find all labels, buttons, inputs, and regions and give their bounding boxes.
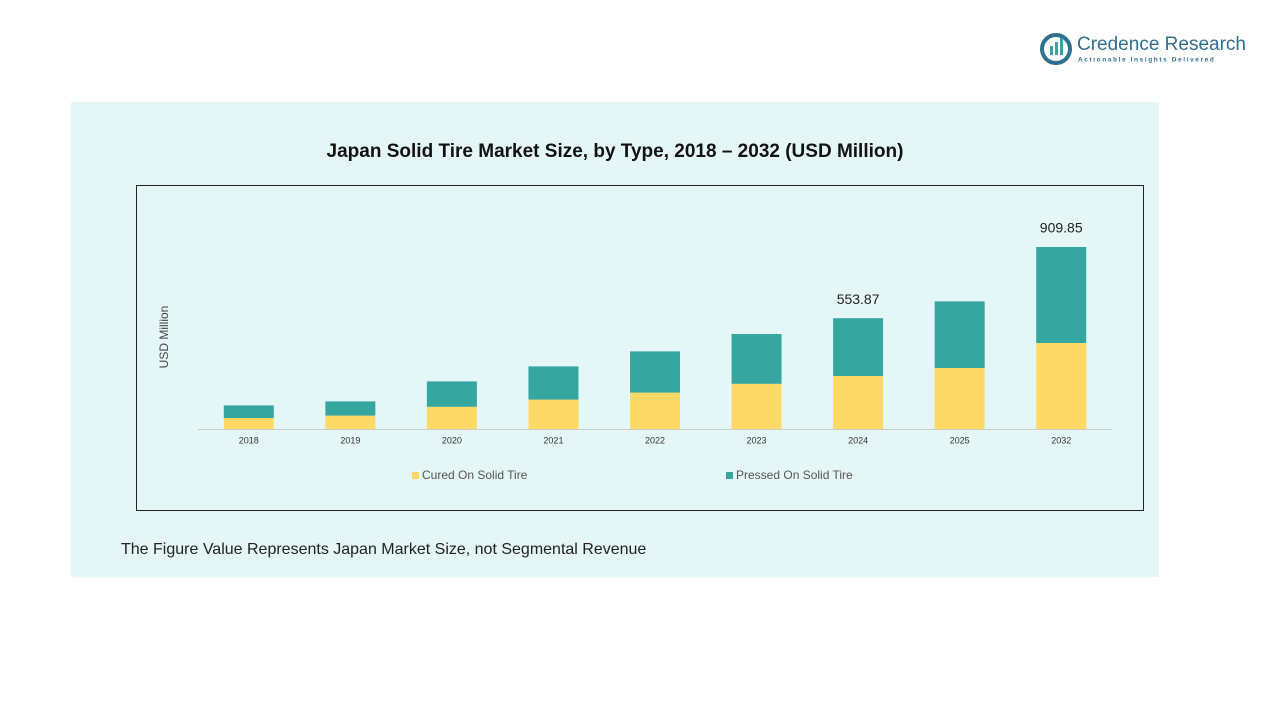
bar-segment	[223, 417, 274, 429]
y-axis-label: USD Million	[157, 306, 171, 369]
x-tick-label: 2024	[848, 435, 868, 445]
legend-label: Cured On Solid Tire	[422, 468, 528, 482]
bar-segment	[223, 405, 274, 418]
footnote: The Figure Value Represents Japan Market…	[121, 541, 646, 558]
bar-segment	[833, 318, 884, 376]
bar-segment	[1036, 342, 1087, 429]
plot: 2018 2019 2020 2021 2022 2023 2024 2025 2032 553.…	[223, 220, 1087, 482]
bar-segment	[731, 383, 782, 429]
logo: Credence Research Actionable Insights De…	[1040, 33, 1246, 65]
chart-frame	[136, 185, 1144, 511]
logo-icon-bar	[1060, 38, 1063, 55]
bar-segment	[426, 406, 477, 429]
bar-segment	[1036, 247, 1087, 343]
legend-swatch	[726, 472, 733, 479]
brand-tagline: Actionable Insights Delivered	[1078, 57, 1215, 64]
bar-segment	[934, 367, 985, 429]
x-tick-label: 2018	[239, 435, 259, 445]
x-tick-label: 2022	[645, 435, 665, 445]
x-tick-label: 2021	[543, 435, 563, 445]
total-label: 553.87	[837, 291, 880, 307]
brand-name: Credence Research	[1077, 34, 1246, 55]
x-tick-label: 2019	[340, 435, 360, 445]
bar-segment	[528, 366, 579, 400]
bar-segment	[934, 301, 985, 368]
bar-segment	[528, 399, 579, 429]
logo-icon-bar	[1055, 42, 1058, 55]
bar-segment	[731, 333, 782, 384]
legend-swatch	[412, 472, 419, 479]
bar-segment	[630, 392, 680, 429]
logo-icon	[1040, 33, 1072, 65]
bar-segment	[630, 351, 680, 393]
x-tick-label: 2025	[950, 435, 970, 445]
x-tick-label: 2023	[747, 435, 767, 445]
total-label: 909.85	[1040, 220, 1083, 236]
x-tick-label: 2032	[1051, 435, 1071, 445]
chart-title: Japan Solid Tire Market Size, by Type, 2…	[327, 141, 904, 162]
bar-segment	[833, 375, 884, 429]
bar-segment	[325, 401, 376, 416]
bar-segment	[426, 381, 477, 407]
x-tick-label: 2020	[442, 435, 462, 445]
bar-segment	[325, 415, 376, 429]
panel	[71, 102, 1159, 577]
logo-icon-bar	[1050, 46, 1053, 55]
legend-label: Pressed On Solid Tire	[736, 468, 853, 482]
